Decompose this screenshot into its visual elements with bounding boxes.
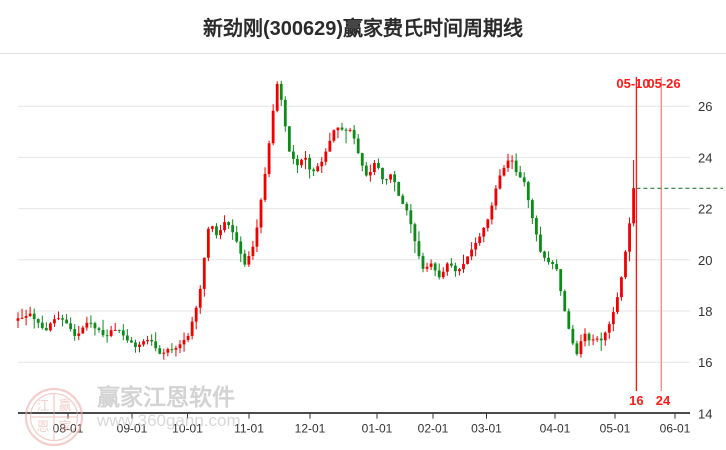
svg-text:22: 22 [698,202,712,217]
svg-text:恩: 恩 [36,419,49,434]
svg-text:04-01: 04-01 [540,422,571,436]
svg-text:16: 16 [698,355,712,370]
svg-text:江: 江 [36,398,49,413]
svg-text:赢: 赢 [58,398,71,413]
svg-text:02-01: 02-01 [418,422,449,436]
svg-text:01-01: 01-01 [362,422,393,436]
svg-text:05-10: 05-10 [616,76,649,91]
svg-text:05-01: 05-01 [600,422,631,436]
svg-text:14: 14 [698,406,712,421]
svg-text:03-01: 03-01 [471,422,502,436]
svg-text:18: 18 [698,304,712,319]
svg-text:24: 24 [698,150,712,165]
svg-text:12-01: 12-01 [295,422,326,436]
svg-text:26: 26 [698,99,712,114]
svg-text:05-26: 05-26 [647,76,680,91]
svg-text:www.360gann.com: www.360gann.com [96,411,241,430]
svg-text:赢家江恩软件: 赢家江恩软件 [97,384,235,410]
svg-text:20: 20 [698,253,712,268]
svg-text:家: 家 [58,419,71,434]
svg-text:06-01: 06-01 [660,422,691,436]
svg-text:24: 24 [656,393,671,408]
svg-text:16: 16 [629,393,643,408]
